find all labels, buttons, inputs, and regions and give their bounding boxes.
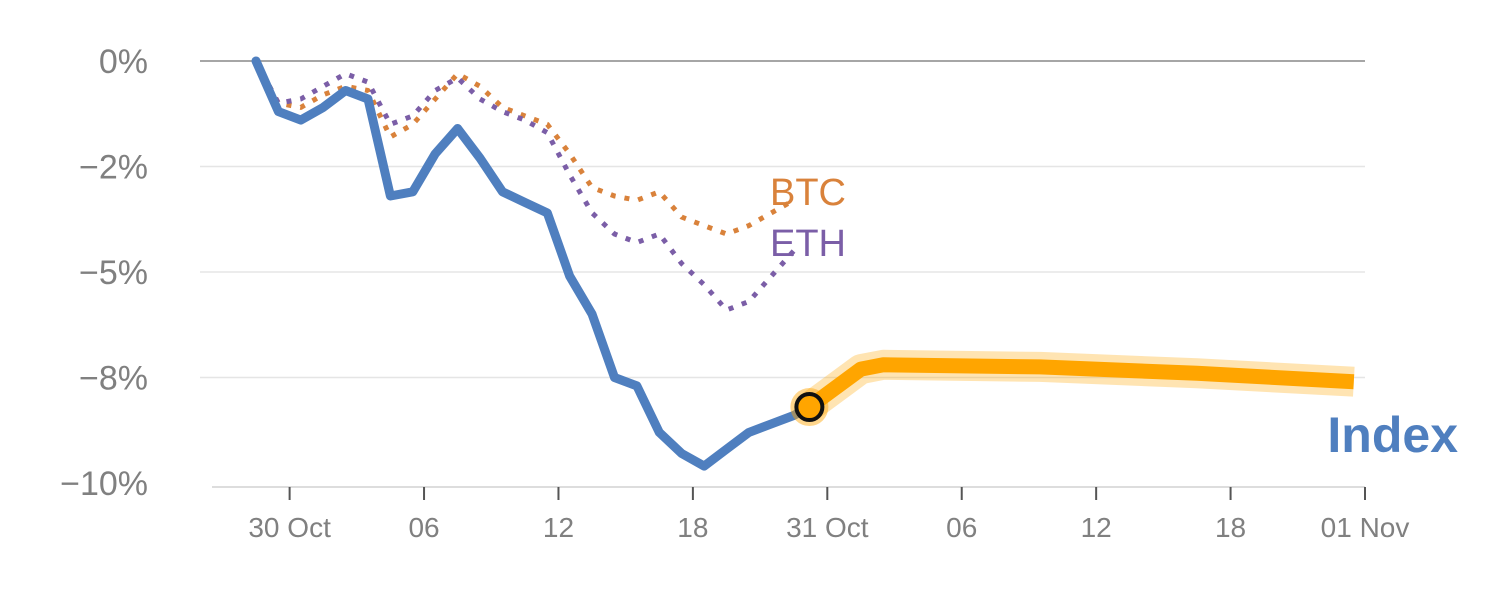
x-tick-label: 12 — [543, 512, 574, 543]
eth-label: ETH — [770, 223, 846, 265]
index-label: Index — [1327, 407, 1458, 463]
marker-layer — [790, 388, 829, 427]
x-tick-label: 18 — [677, 512, 708, 543]
x-tick-label: 06 — [946, 512, 977, 543]
series-labels: BTC ETH Index — [770, 172, 1458, 463]
x-tick-label: 01 Nov — [1321, 512, 1410, 543]
series-layer — [251, 56, 1355, 471]
y-axis: 0% −2% −5% −8% −10% — [60, 43, 148, 503]
y-tick-label: −10% — [60, 465, 148, 503]
x-tick-label: 30 Oct — [248, 512, 331, 543]
x-tick-label: 06 — [408, 512, 439, 543]
btc-series-line — [253, 59, 795, 237]
y-tick-label: −5% — [79, 254, 148, 292]
index-series-line — [251, 56, 814, 471]
x-tick-label: 12 — [1081, 512, 1112, 543]
btc-label: BTC — [770, 172, 846, 214]
y-tick-label: −8% — [79, 360, 148, 398]
projection-series-line — [804, 357, 1355, 414]
y-tick-label: −2% — [79, 149, 148, 187]
x-tick-label: 18 — [1215, 512, 1246, 543]
y-tick-label: 0% — [99, 43, 148, 81]
x-tick-label: 31 Oct — [786, 512, 869, 543]
current-point-marker — [794, 392, 825, 423]
x-axis: 30 Oct 06 12 18 31 Oct 06 12 18 01 Nov — [212, 486, 1410, 543]
